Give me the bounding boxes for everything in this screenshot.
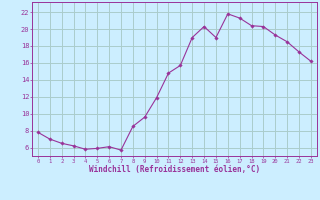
X-axis label: Windchill (Refroidissement éolien,°C): Windchill (Refroidissement éolien,°C): [89, 165, 260, 174]
